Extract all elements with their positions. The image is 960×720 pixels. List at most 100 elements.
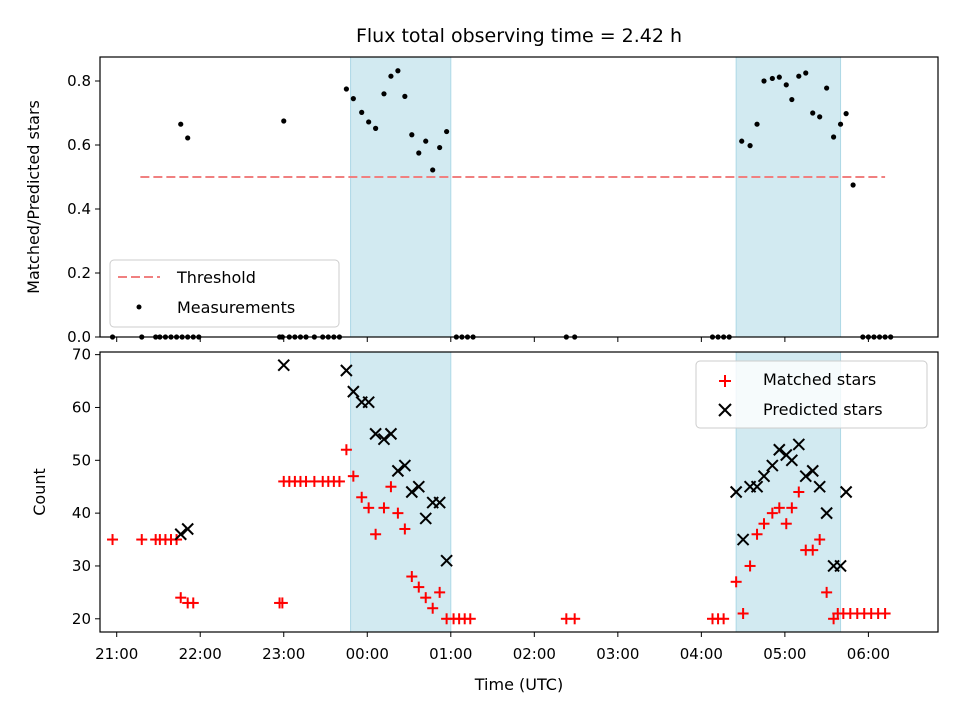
marker-stroke	[757, 469, 771, 483]
matched-star-point	[773, 502, 785, 514]
measurement-point	[754, 121, 760, 127]
y-tick-label: 20	[72, 610, 91, 628]
y-tick-label: 0.0	[67, 328, 91, 346]
top-legend-box	[109, 259, 340, 328]
shaded-interval	[735, 56, 842, 338]
predicted-star-point	[729, 485, 743, 499]
bottom-plot-frame	[99, 351, 939, 633]
matched-star-point	[187, 597, 199, 609]
matched-star-point	[807, 544, 819, 556]
matched-star-point	[793, 486, 805, 498]
marker-stroke	[391, 464, 405, 478]
predicted-star-point	[792, 438, 806, 451]
measurement-point	[769, 75, 775, 82]
matched-star-point	[385, 481, 397, 493]
matched-star-point	[744, 560, 756, 572]
marker-stroke	[820, 506, 833, 520]
measurement-point	[350, 96, 356, 102]
measurement-point	[281, 118, 287, 124]
predicted-star-point	[398, 459, 412, 472]
predicted-star-point	[419, 512, 432, 525]
matched-star-point	[370, 528, 382, 540]
marker-stroke	[405, 485, 419, 499]
matched-star-point	[107, 534, 119, 546]
y-tick-label: 0.6	[67, 136, 91, 154]
y-tick-label: 0.2	[67, 264, 91, 282]
marker-stroke	[729, 485, 743, 499]
bottom-y-ticks: 20 30 40 50 60 70	[72, 346, 100, 628]
predicted-star-point	[799, 469, 812, 483]
matched-star-point	[821, 586, 833, 598]
matched-star-point	[413, 581, 425, 593]
x-tick-label: 23:00	[262, 645, 305, 663]
marker-stroke	[736, 533, 750, 546]
matched-star-point	[464, 613, 476, 625]
x-tick-label: 21:00	[95, 645, 138, 663]
top-y-ticks: 0.0 0.2 0.4 0.6 0.8	[67, 72, 100, 346]
bottom-y-axis-label: Count	[30, 468, 49, 516]
predicted-star-point	[440, 554, 453, 567]
bottom-panel: 20 30 40 50 60 70 21:00 22:00 23:00 00:00 01:00 02…	[30, 346, 939, 694]
predicted-star-point	[181, 522, 194, 536]
measurement-point	[437, 144, 443, 151]
marker-stroke	[799, 469, 812, 483]
marker-stroke	[347, 385, 360, 398]
y-tick-label: 50	[72, 451, 91, 469]
x-tick-label: 00:00	[346, 645, 389, 663]
matched-star-point	[347, 470, 359, 482]
matched-star-point	[730, 576, 742, 588]
predicted-star-point	[412, 480, 425, 493]
marker-stroke	[362, 395, 375, 409]
measurement-point	[843, 111, 849, 117]
y-tick-label: 0.4	[67, 200, 91, 218]
marker-stroke	[181, 522, 194, 536]
matched-star-point	[175, 592, 187, 604]
matched-stars-legend-label: Matched stars	[763, 370, 876, 389]
top-panel: 0.00.20.40.60.8 Matched/Predicted stars …	[24, 56, 939, 346]
marker-stroke	[340, 364, 353, 377]
measurement-point	[395, 68, 401, 74]
measurement-point	[776, 74, 782, 80]
predicted-stars-legend-label: Predicted stars	[763, 400, 883, 419]
predicted-star-point	[347, 385, 360, 398]
predicted-star-point	[813, 480, 826, 493]
measurement-point	[817, 114, 823, 120]
marker-stroke	[785, 454, 799, 467]
matched-star-point	[737, 608, 749, 620]
marker-stroke	[806, 464, 819, 478]
matched-star-point	[786, 502, 798, 514]
shaded-interval	[350, 351, 452, 633]
predicted-star-point	[736, 533, 750, 546]
marker-stroke	[792, 438, 806, 451]
predicted-star-point	[839, 485, 853, 499]
x-tick-label: 06:00	[847, 645, 890, 663]
matched-star-point	[718, 613, 730, 625]
predicted-star-point	[834, 559, 847, 573]
matched-star-point	[780, 518, 792, 530]
matched-star-point	[420, 592, 432, 604]
matched-star-point	[333, 475, 345, 487]
marker-stroke	[813, 480, 826, 493]
bottom-legend-box	[695, 360, 928, 429]
measurements-legend-label: Measurements	[177, 298, 295, 317]
x-tick-label: 04:00	[680, 645, 723, 663]
matched-star-point	[879, 608, 891, 620]
predicted-star-point	[384, 427, 398, 441]
predicted-star-point	[785, 454, 799, 467]
predicted-star-point	[362, 395, 375, 409]
matched-star-point	[363, 502, 375, 514]
predicted-star-point	[433, 496, 446, 509]
matched-star-point	[758, 518, 770, 530]
measurement-point	[359, 109, 365, 115]
marker-stroke	[419, 512, 432, 525]
matched-star-point	[356, 491, 368, 503]
x-tick-label: 02:00	[513, 645, 556, 663]
matched-stars-legend-swatch	[719, 375, 731, 387]
matched-star-point	[406, 571, 418, 583]
top-legend: Threshold Measurements	[109, 259, 340, 328]
matched-star-point	[340, 444, 352, 456]
x-tick-label: 05:00	[763, 645, 806, 663]
threshold-legend-label: Threshold	[176, 268, 256, 287]
matched-star-point	[378, 502, 390, 514]
